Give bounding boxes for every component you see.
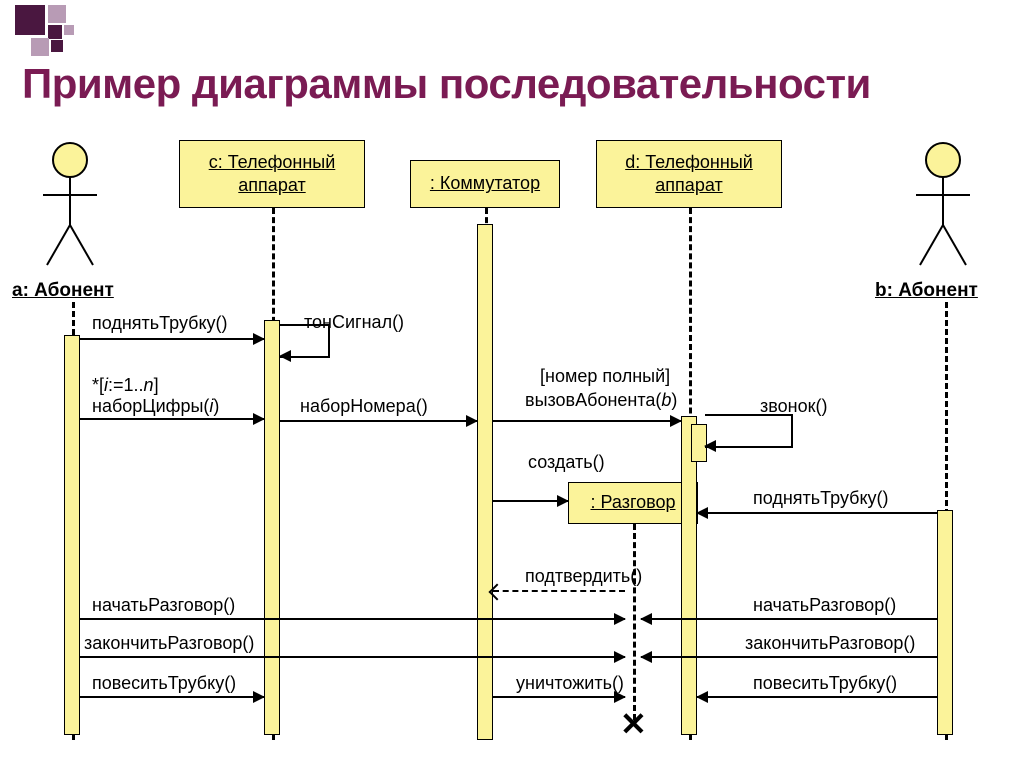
message-arrow [80, 696, 264, 698]
actor-icon [908, 140, 978, 270]
message-arrow [641, 656, 937, 658]
message-label: уничтожить() [516, 673, 624, 694]
message-arrow [641, 618, 937, 620]
deco-square [48, 25, 62, 39]
message-label: вызовАбонента(b) [525, 390, 677, 411]
message-arrow [280, 420, 477, 422]
object-c: c: Телефонный аппарат [179, 140, 365, 208]
message-label: наборЦифры(i) [92, 396, 219, 417]
message-label: закончитьРазговор() [84, 633, 254, 654]
message-arrow [80, 418, 264, 420]
message-arrow [80, 618, 625, 620]
message-arrow [697, 696, 937, 698]
destroy-marker: ✕ [620, 705, 647, 743]
self-message [280, 324, 330, 358]
message-label: создать() [528, 452, 605, 473]
message-arrow [493, 696, 625, 698]
lifeline-razg [633, 524, 636, 720]
deco-square [51, 40, 63, 52]
page-title: Пример диаграммы последовательности [22, 60, 871, 108]
activation-b [937, 510, 953, 735]
message-arrow [697, 512, 937, 514]
message-label: поднятьТрубку() [92, 313, 228, 334]
activation-d [681, 416, 697, 735]
message-label: поднятьТрубку() [753, 488, 889, 509]
message-label: [номер полный] [540, 366, 670, 387]
object-razg: : Разговор [568, 482, 698, 524]
message-label: *[i:=1..n] [92, 375, 159, 396]
message-arrow [493, 420, 681, 422]
message-label: начатьРазговор() [92, 595, 235, 616]
message-arrow [493, 500, 568, 502]
object-komm: : Коммутатор [410, 160, 560, 208]
message-label: закончитьРазговор() [745, 633, 915, 654]
message-label: повеситьТрубку() [753, 673, 897, 694]
message-label: подтвердить() [525, 566, 642, 587]
deco-square [31, 38, 49, 56]
deco-square [48, 5, 66, 23]
deco-square [64, 25, 74, 35]
actor-label-b: b: Абонент [875, 280, 978, 302]
self-message [705, 414, 793, 448]
message-label: повеситьТрубку() [92, 673, 236, 694]
deco-square [15, 5, 45, 35]
message-arrow [493, 590, 625, 592]
message-arrow [80, 338, 264, 340]
message-label: начатьРазговор() [753, 595, 896, 616]
activation-c [264, 320, 280, 735]
activation-a [64, 335, 80, 735]
message-label: наборНомера() [300, 396, 428, 417]
message-arrow [80, 656, 625, 658]
actor-label-a: a: Абонент [12, 280, 114, 302]
object-d: d: Телефонный аппарат [596, 140, 782, 208]
actor-icon [35, 140, 105, 270]
activation-komm [477, 224, 493, 740]
